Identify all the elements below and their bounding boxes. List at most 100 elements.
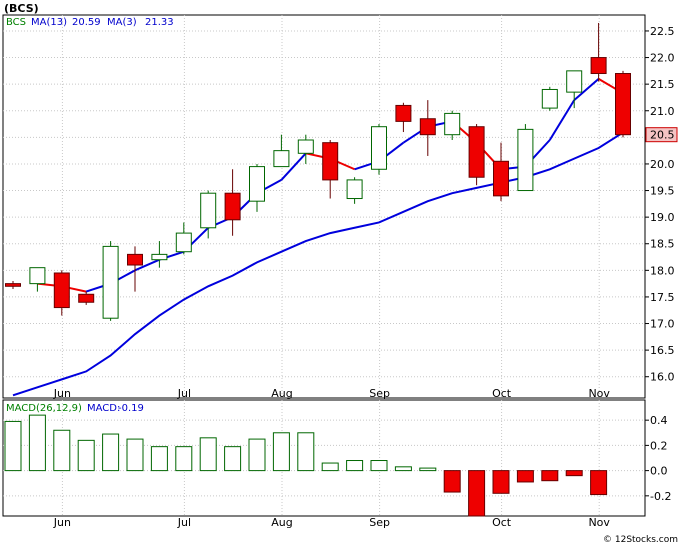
candle-up [151, 253, 168, 261]
price-tick-label: 22.0 [650, 52, 675, 65]
candle-up [371, 126, 387, 170]
price-tick-label: 18.5 [650, 238, 675, 251]
legend-ma13-label: MA(13) [31, 17, 67, 28]
x-axis-labels: Jun Jun Jul Jul Aug Aug Sep Sep Oct Oct Nov Nov [53, 387, 611, 529]
candle-down [590, 57, 607, 75]
macd-bar-positive [126, 438, 144, 472]
price-tag-text: 20.5 [650, 129, 675, 142]
macd-bar-positive [321, 462, 339, 472]
candle-up [444, 112, 461, 136]
price-tick-label: 20.0 [650, 158, 675, 171]
macd-legend-macd-label: MACD: [87, 403, 120, 414]
candle-down [127, 253, 143, 266]
month-label: Aug [271, 516, 292, 529]
price-tick-label: 22.5 [650, 25, 675, 38]
macd-legend-label: MACD(26,12,9) [6, 403, 82, 414]
candle-up [346, 179, 363, 200]
price-tag: 20.5 [645, 127, 678, 143]
macd-bar-positive [248, 438, 266, 472]
price-grid [3, 15, 645, 398]
candle-up [541, 88, 558, 109]
macd-tick-label: -0.2 [650, 490, 671, 503]
macd-bar-positive [77, 439, 95, 472]
price-panel-frame [2, 14, 646, 399]
candle-up [175, 232, 192, 253]
price-tick-label: 19.0 [650, 211, 675, 224]
macd-tick-label: 0.2 [650, 439, 668, 452]
candle-up [200, 192, 217, 229]
price-tick-label: 18.0 [650, 264, 675, 277]
macd-bar-positive [346, 460, 364, 472]
candle-up [566, 70, 583, 93]
price-tick-label: 16.0 [650, 371, 675, 384]
macd-bar-negative [468, 470, 486, 517]
candle-up [517, 128, 534, 192]
price-axis: 16.0 16.5 17.0 17.5 18.0 18.5 19.0 19.5 20.0 20.5… [645, 25, 675, 384]
macd-panel-frame [2, 399, 646, 517]
price-tag-box [645, 127, 678, 143]
macd-bar-positive [4, 420, 22, 472]
macd-bar-negative [541, 470, 559, 482]
macd-bar-positive [28, 414, 46, 472]
macd-bar-positive [370, 460, 388, 472]
price-tick-label: 19.5 [650, 185, 675, 198]
legend-ma13-value: 20.59 [72, 17, 101, 28]
candle-up [273, 150, 290, 168]
legend-ma3-label: MA(3) [107, 17, 137, 28]
macd-panel: -0.2 0.0 0.2 0.4 MACD(26,12,9) MACD: -0.19 [2, 399, 671, 517]
month-label: Jun [53, 387, 71, 400]
month-label: Oct [492, 516, 512, 529]
candle-up [29, 267, 46, 285]
candle-layer [5, 22, 631, 321]
macd-bar-positive [419, 467, 437, 472]
ma3-segment [134, 258, 160, 272]
month-label: Jul [177, 387, 191, 400]
candle-down [5, 283, 21, 287]
candle-down [493, 160, 509, 197]
macd-bar-negative [492, 470, 510, 494]
ma3-segment [280, 152, 307, 181]
macd-bar-positive [272, 432, 290, 472]
macd-bar-positive [224, 446, 242, 472]
footer-credit: © 12Stocks.com [603, 535, 678, 545]
macd-legend: MACD(26,12,9) MACD: -0.19 [6, 403, 144, 414]
candle-down [468, 126, 485, 178]
month-label: Jun [53, 516, 71, 529]
macd-bar-negative [590, 470, 608, 496]
candle-down [78, 293, 95, 303]
macd-bar-negative [443, 470, 461, 493]
candle-down [395, 104, 412, 122]
ma3-segment [573, 78, 600, 101]
price-tick-label: 21.5 [650, 78, 675, 91]
price-tick-label: 21.0 [650, 105, 675, 118]
macd-bars [4, 414, 608, 517]
macd-bar-positive [175, 446, 193, 472]
candle-up [297, 139, 314, 154]
macd-tick-label: 0.4 [650, 414, 668, 427]
month-label: Jul [177, 516, 191, 529]
macd-bar-positive [150, 446, 168, 472]
month-label: Nov [588, 516, 610, 529]
month-label: Oct [492, 387, 512, 400]
macd-legend-macd-value: -0.19 [118, 403, 144, 414]
macd-bar-positive [53, 429, 71, 472]
candle-down [224, 192, 241, 221]
macd-bar-positive [199, 437, 217, 472]
price-tick-label: 16.5 [650, 344, 675, 357]
candle-up [249, 166, 265, 202]
month-label: Aug [271, 387, 292, 400]
macd-bar-negative [516, 470, 534, 483]
macd-bar-positive [394, 466, 412, 472]
price-panel: 16.0 16.5 17.0 17.5 18.0 18.5 19.0 19.5 20.0 20.5… [2, 14, 678, 399]
macd-bar-negative [565, 470, 583, 477]
candle-up [102, 245, 119, 319]
ma3-segment [548, 99, 576, 141]
legend-ticker: BCS [6, 17, 26, 28]
chart-title: (BCS) [4, 2, 39, 15]
legend-ma3-value: 21.33 [145, 17, 174, 28]
macd-tick-label: 0.0 [650, 465, 668, 478]
price-tick-label: 17.5 [650, 291, 675, 304]
month-label: Sep [369, 516, 390, 529]
candle-down [615, 73, 631, 136]
candle-down [419, 118, 436, 136]
